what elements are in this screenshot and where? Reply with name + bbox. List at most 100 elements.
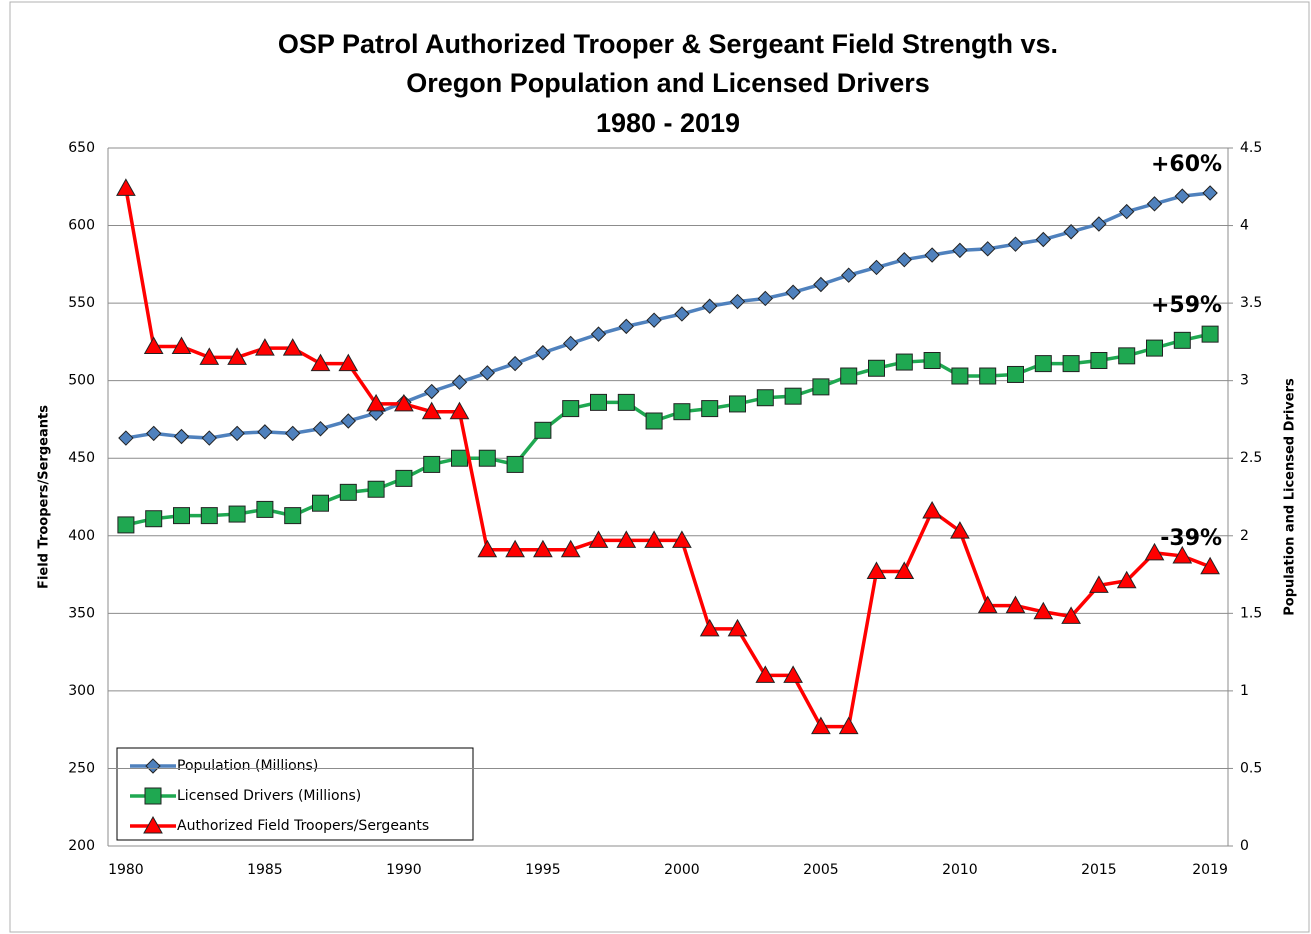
marker: [701, 298, 718, 314]
marker: [979, 241, 996, 257]
marker: [950, 521, 970, 539]
marker: [1061, 606, 1081, 624]
marker: [144, 787, 162, 805]
marker: [312, 494, 329, 512]
x-tick-label: 1980: [108, 862, 144, 878]
marker: [366, 393, 386, 412]
marker: [143, 336, 164, 355]
marker: [228, 505, 246, 523]
marker: [618, 318, 635, 335]
marker: [507, 355, 523, 372]
marker: [145, 425, 162, 442]
marker: [1005, 595, 1026, 614]
marker: [1116, 570, 1137, 589]
marker: [757, 290, 774, 307]
marker: [588, 530, 609, 548]
marker: [478, 449, 496, 467]
y-tick-label: 450: [68, 450, 95, 466]
y2-tick-label: 4.5: [1240, 140, 1262, 156]
marker: [868, 259, 885, 276]
marker: [785, 284, 801, 300]
marker: [143, 815, 163, 834]
marker: [1202, 185, 1218, 201]
marker: [421, 401, 442, 420]
marker: [284, 425, 301, 442]
y-tick-label: 350: [68, 605, 95, 621]
marker: [257, 424, 273, 440]
marker: [1035, 231, 1052, 248]
marker: [922, 500, 942, 519]
marker: [1062, 355, 1080, 373]
y-tick-label: 300: [68, 683, 95, 699]
marker: [1174, 188, 1191, 204]
marker: [117, 516, 135, 534]
marker: [477, 539, 498, 558]
marker: [895, 353, 913, 371]
annotation: +59%: [1151, 293, 1222, 318]
marker: [423, 455, 441, 473]
marker: [840, 367, 858, 385]
marker: [310, 353, 331, 372]
marker: [1033, 601, 1054, 620]
marker: [1034, 355, 1052, 373]
marker: [171, 336, 192, 355]
marker: [284, 507, 302, 525]
y2-tick-label: 2: [1240, 528, 1249, 544]
marker: [312, 421, 329, 437]
marker: [145, 510, 163, 528]
marker: [338, 353, 359, 372]
legend-label: Authorized Field Troopers/Sergeants: [177, 818, 429, 834]
y2-tick-label: 4: [1240, 218, 1249, 234]
marker: [227, 347, 247, 365]
marker: [838, 716, 859, 735]
x-tick-label: 2000: [664, 862, 700, 878]
marker: [617, 393, 635, 411]
marker: [282, 338, 303, 356]
marker: [701, 400, 719, 418]
marker: [924, 247, 940, 263]
marker: [783, 665, 803, 683]
marker: [699, 618, 720, 637]
marker: [672, 530, 692, 548]
marker: [1146, 196, 1163, 212]
marker: [1091, 216, 1107, 232]
marker: [1007, 365, 1024, 383]
x-tick-label: 2015: [1081, 862, 1117, 878]
marker: [534, 421, 552, 439]
marker: [840, 267, 857, 283]
marker: [868, 359, 885, 377]
marker: [590, 393, 607, 411]
marker: [755, 665, 776, 683]
chart-title: Oregon Population and Licensed Drivers: [406, 68, 930, 98]
marker: [1200, 556, 1220, 575]
marker: [560, 539, 581, 558]
marker: [423, 383, 440, 400]
marker: [340, 413, 357, 429]
marker: [979, 367, 997, 385]
annotation: +60%: [1151, 152, 1222, 177]
series-line: [125, 332, 1211, 527]
x-tick-label: 2019: [1192, 862, 1228, 878]
marker: [1089, 575, 1109, 593]
marker: [1090, 352, 1108, 370]
y-tick-label: 200: [68, 838, 95, 854]
marker: [116, 178, 136, 196]
marker: [505, 539, 525, 558]
y-tick-label: 400: [68, 528, 95, 544]
y2-tick-label: 0: [1240, 838, 1249, 854]
series-line: [124, 188, 1211, 729]
marker: [673, 403, 691, 421]
marker: [479, 365, 496, 381]
marker: [866, 561, 887, 579]
marker: [395, 469, 413, 487]
marker: [1063, 224, 1079, 240]
marker: [199, 347, 220, 365]
y2-tick-label: 1.5: [1240, 605, 1262, 621]
marker: [811, 716, 831, 735]
marker: [1118, 347, 1136, 365]
chart-title: OSP Patrol Authorized Trooper & Sergeant…: [278, 29, 1058, 59]
marker: [562, 400, 580, 418]
marker: [145, 758, 161, 774]
marker: [894, 561, 915, 579]
marker: [729, 395, 746, 413]
